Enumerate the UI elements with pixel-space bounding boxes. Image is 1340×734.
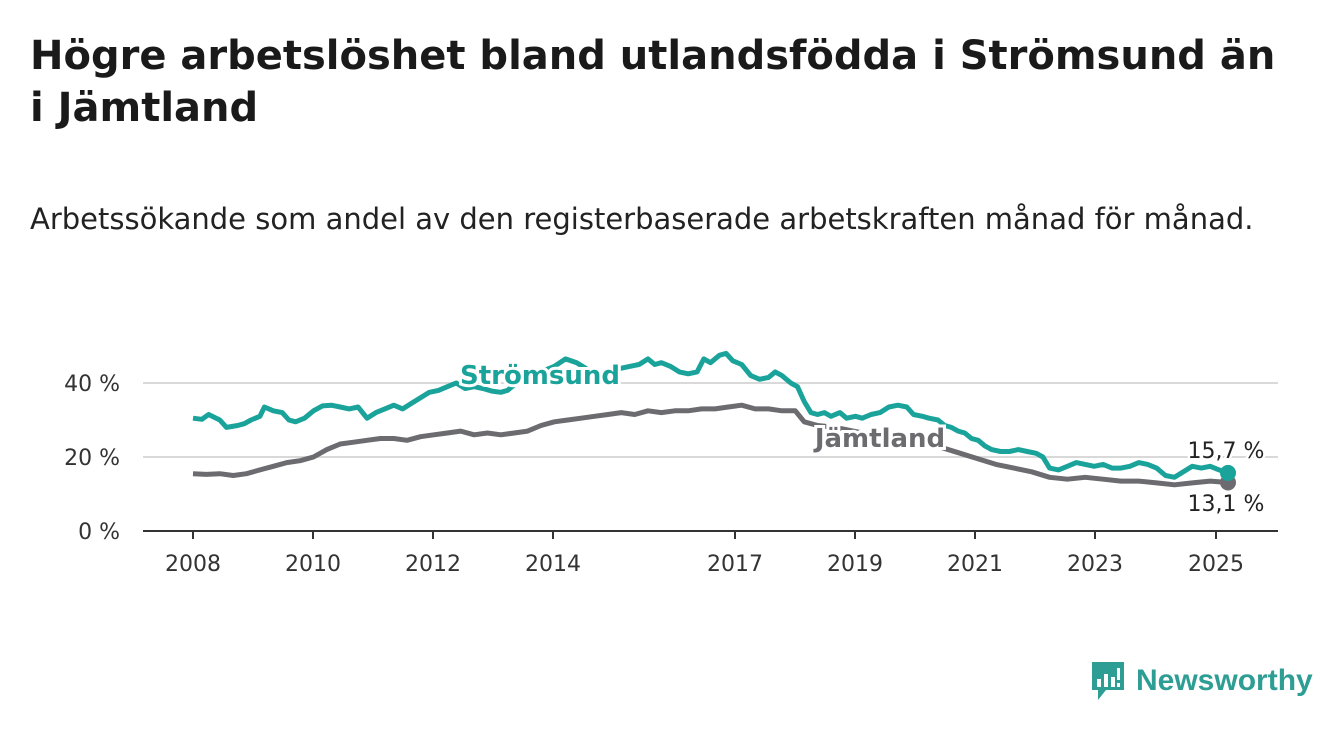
x-tick-label: 2017 — [707, 552, 763, 577]
chart-subtitle: Arbetssökande som andel av den registerb… — [30, 202, 1254, 236]
x-tick-label: 2014 — [525, 552, 581, 577]
x-tick-label: 2023 — [1067, 552, 1123, 577]
x-tick-label: 2019 — [827, 552, 883, 577]
newsworthy-logo: Newsworthy — [1090, 660, 1313, 702]
series-line-jämtland — [192, 402, 1229, 488]
series-name-label: Strömsund — [460, 361, 620, 391]
newsworthy-bar-chart-icon — [1092, 662, 1124, 700]
series-lines — [192, 350, 1236, 491]
y-tick-label: 40 % — [64, 372, 120, 397]
y-tick-label: 0 % — [78, 520, 120, 545]
x-tick-label: 2025 — [1188, 552, 1244, 577]
gridlines — [143, 382, 1278, 458]
series-line-strömsund — [192, 350, 1229, 480]
x-tick-label: 2008 — [165, 552, 221, 577]
series-name-label: Jämtland — [813, 424, 945, 454]
brand-name: Newsworthy — [1136, 664, 1313, 697]
chart-title: Högre arbetslöshet bland utlandsfödda i … — [30, 33, 1276, 131]
series-labels: Strömsund Jämtland 15,7 % 13,1 % — [457, 358, 1267, 520]
x-tick-label: 2021 — [947, 552, 1003, 577]
y-axis-ticks: 0 % 20 % 40 % — [64, 372, 120, 545]
series-end-point — [1220, 464, 1236, 481]
series-end-value: 13,1 % — [1188, 492, 1265, 517]
x-tick-label: 2012 — [405, 552, 461, 577]
x-axis-ticks: 2008 2010 2012 2014 2017 2019 2021 2023 2025 — [165, 531, 1244, 577]
y-tick-label: 20 % — [64, 446, 120, 471]
x-tick-label: 2010 — [285, 552, 341, 577]
line-chart: 0 % 20 % 40 % 2008 2010 2012 2014 2017 2019 2021… — [64, 350, 1278, 577]
series-end-value: 15,7 % — [1188, 439, 1265, 464]
